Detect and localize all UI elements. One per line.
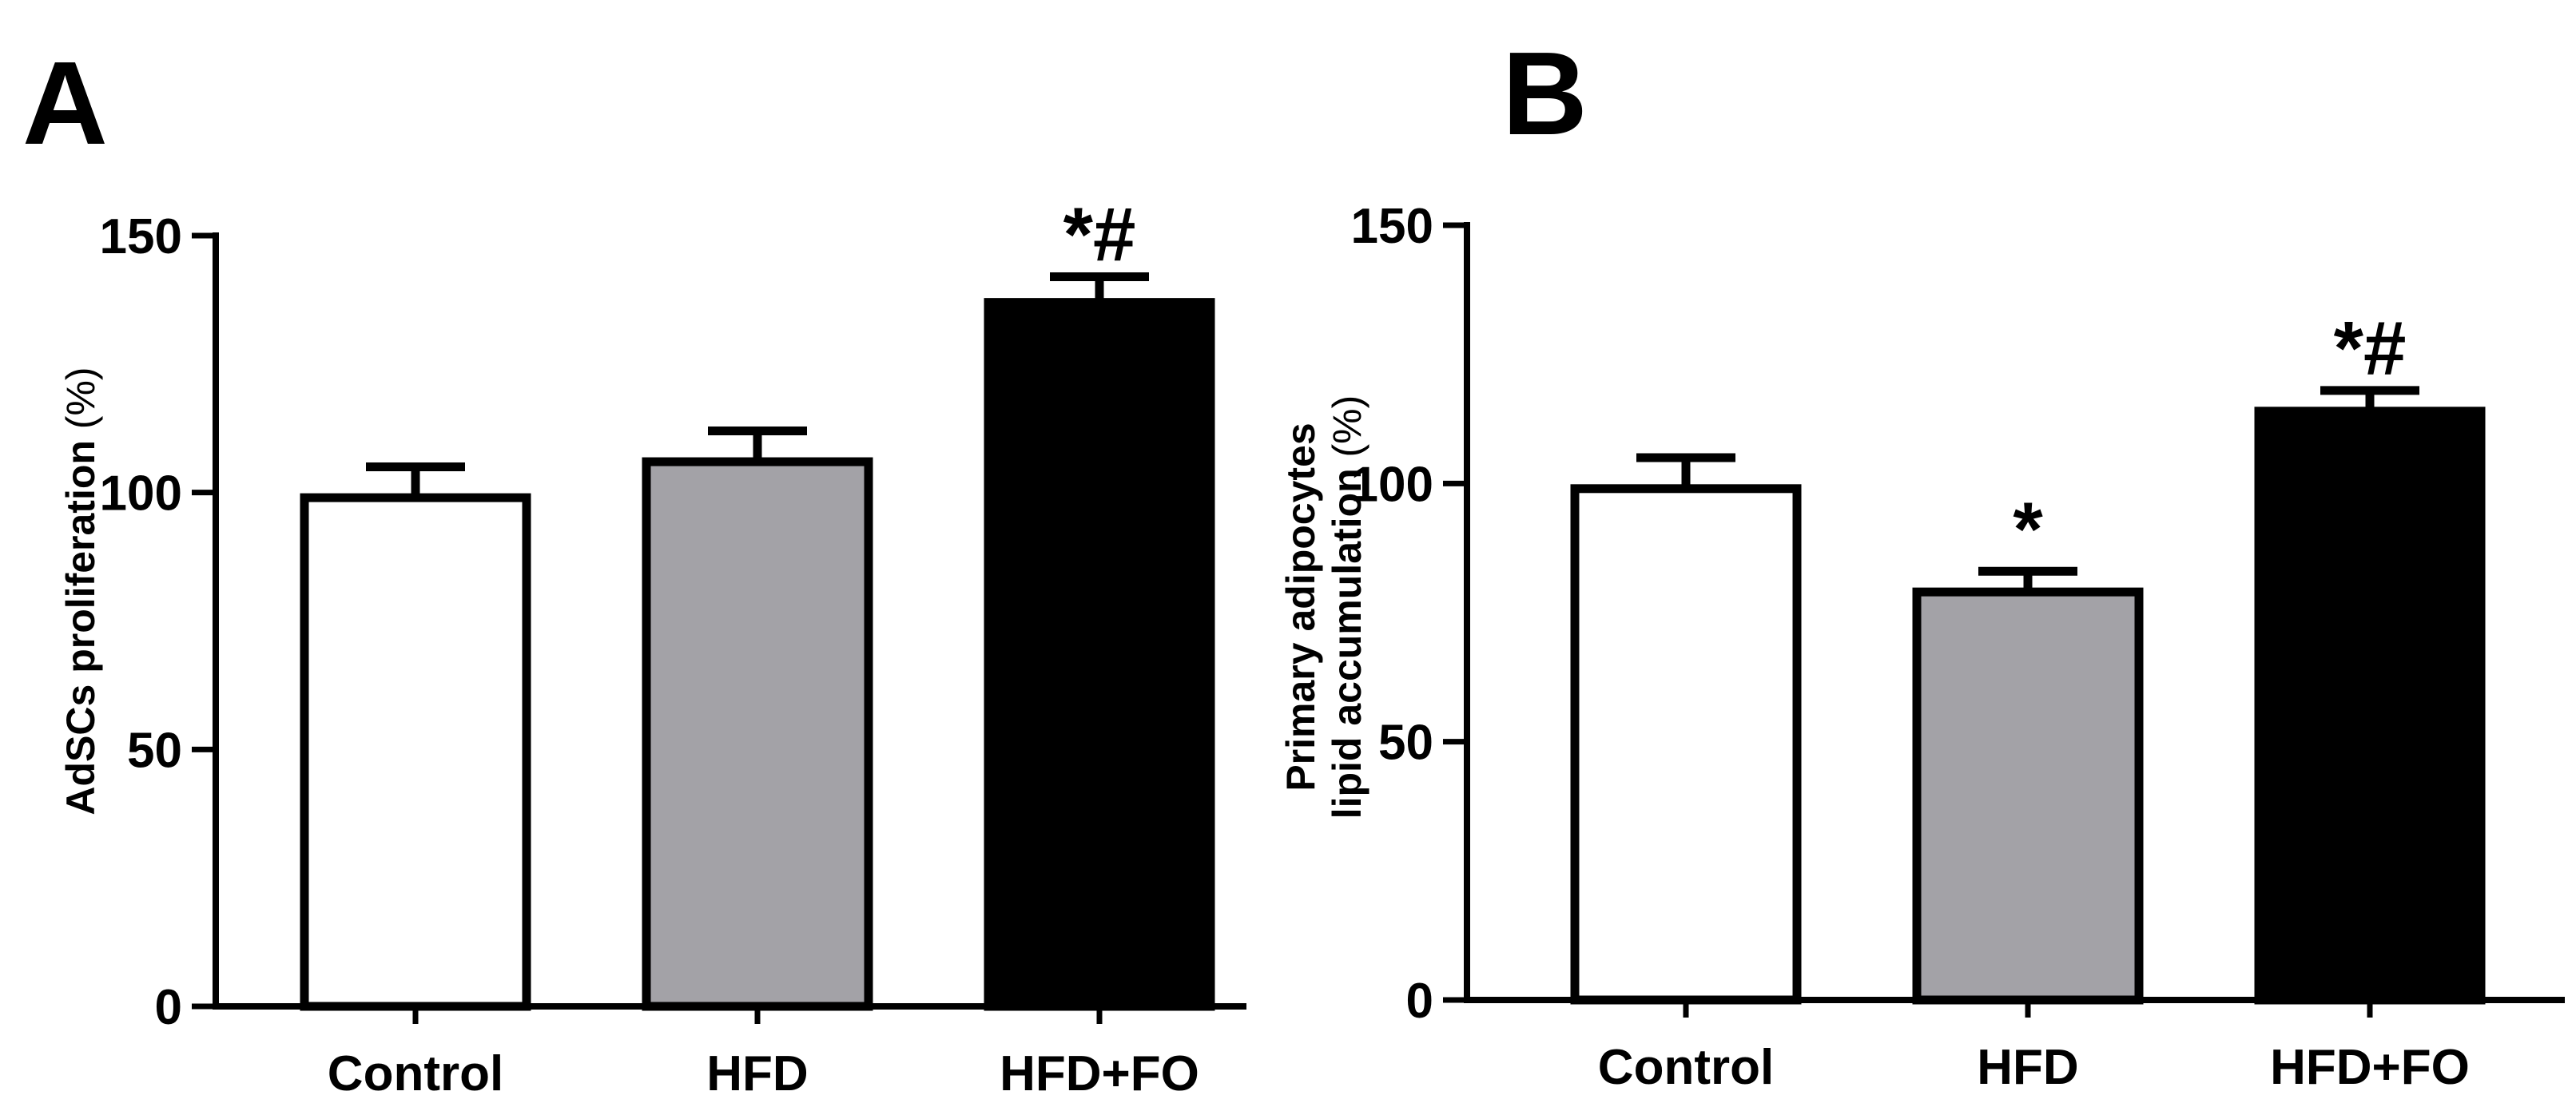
- y-tick-label: 0: [1406, 974, 1433, 1029]
- bar-control: [300, 493, 531, 1011]
- x-tick-label: Control: [328, 1046, 503, 1101]
- significance-marker: *#: [1063, 192, 1136, 277]
- y-axis-label: lipid accumulation (%): [1325, 395, 1369, 819]
- significance-marker: *: [2013, 486, 2043, 572]
- panel-letter: A: [22, 38, 108, 169]
- panel-letter: B: [1502, 28, 1588, 160]
- y-axis-label-unit: (%): [58, 367, 103, 429]
- bar-control: [1570, 484, 1802, 1005]
- bar-hfd-fo: [984, 298, 1215, 1011]
- y-axis-label-unit: (%): [1325, 395, 1369, 458]
- x-tick-label: HFD+FO: [1000, 1046, 1199, 1101]
- significance-marker: *#: [2334, 306, 2407, 391]
- y-tick-label: 150: [100, 209, 182, 264]
- x-tick-label: HFD: [706, 1046, 808, 1101]
- y-axis-label-text: Primary adipocytes: [1278, 423, 1323, 791]
- bar-hfd-fo: [2254, 407, 2486, 1005]
- panel-b: B Control * HFD *# HFD+FO 0 50 100 150 Primary adi…: [1278, 28, 2565, 1095]
- y-tick-label: 50: [1378, 716, 1433, 771]
- y-tick-label: 150: [1351, 199, 1433, 254]
- bar-hfd: [642, 457, 873, 1011]
- x-tick-label: Control: [1598, 1040, 1774, 1095]
- y-axis-label-text: lipid accumulation: [1325, 457, 1369, 819]
- y-axis-label: Primary adipocytes: [1278, 423, 1323, 791]
- y-axis-label-text: AdSCs proliferation: [58, 429, 103, 815]
- y-tick-label: 50: [127, 723, 182, 778]
- x-tick-label: HFD: [1977, 1040, 2078, 1095]
- y-tick-label: 100: [1351, 457, 1433, 512]
- y-tick-label: 100: [100, 466, 182, 522]
- panel-a: A Control HFD *# HFD+FO 0 50 100 150 AdSCs prolif…: [22, 38, 1246, 1101]
- y-tick-label: 0: [155, 980, 182, 1035]
- x-tick-label: HFD+FO: [2270, 1040, 2470, 1095]
- y-axis-label: AdSCs proliferation (%): [58, 367, 103, 815]
- bar-hfd: [1912, 587, 2144, 1005]
